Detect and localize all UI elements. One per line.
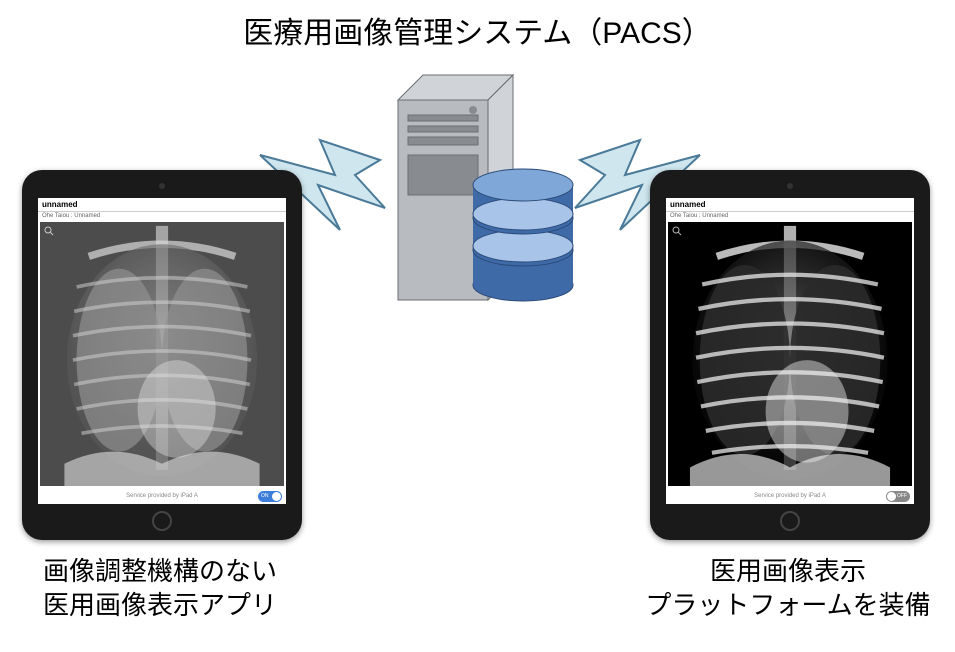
toggle-label: ON bbox=[261, 493, 269, 499]
screen-title: unnamed bbox=[38, 198, 286, 212]
caption-right: 医用画像表示 プラットフォームを装備 bbox=[618, 555, 955, 623]
tablet-left: unnamed Ohe Taiou : Unnamed bbox=[22, 170, 302, 540]
screen-footer: Service provided by iPad A ON bbox=[38, 488, 286, 504]
home-button-icon bbox=[780, 511, 800, 531]
adjustment-toggle[interactable]: OFF bbox=[886, 491, 910, 502]
tablet-left-screen: unnamed Ohe Taiou : Unnamed bbox=[38, 198, 286, 504]
home-button-icon bbox=[152, 511, 172, 531]
caption-left-line2: 医用画像表示アプリ bbox=[0, 589, 320, 623]
caption-left: 画像調整機構のない 医用画像表示アプリ bbox=[0, 555, 320, 623]
caption-left-line1: 画像調整機構のない bbox=[0, 555, 320, 589]
tablet-camera-icon bbox=[787, 183, 793, 189]
screen-footer: Service provided by iPad A OFF bbox=[666, 488, 914, 504]
database-icon bbox=[473, 169, 573, 301]
toggle-knob-icon bbox=[272, 492, 281, 501]
toggle-label: OFF bbox=[897, 493, 907, 499]
xray-image-right bbox=[668, 222, 912, 486]
screen-subtitle: Ohe Taiou : Unnamed bbox=[666, 212, 914, 220]
tablet-camera-icon bbox=[159, 183, 165, 189]
tablet-right: unnamed Ohe Taiou : Unnamed bbox=[650, 170, 930, 540]
search-icon bbox=[44, 226, 54, 236]
tablet-right-screen: unnamed Ohe Taiou : Unnamed bbox=[666, 198, 914, 504]
xray-image-left bbox=[40, 222, 284, 486]
footer-text: Service provided by iPad A bbox=[754, 493, 826, 499]
toggle-knob-icon bbox=[887, 492, 896, 501]
screen-subtitle: Ohe Taiou : Unnamed bbox=[38, 212, 286, 220]
diagram-title: 医療用画像管理システム（PACS） bbox=[0, 8, 955, 52]
caption-right-line2: プラットフォームを装備 bbox=[618, 589, 955, 623]
adjustment-toggle[interactable]: ON bbox=[258, 491, 282, 502]
caption-right-line1: 医用画像表示 bbox=[618, 555, 955, 589]
pacs-server-icon bbox=[378, 60, 588, 320]
footer-text: Service provided by iPad A bbox=[126, 493, 198, 499]
screen-title: unnamed bbox=[666, 198, 914, 212]
search-icon bbox=[672, 226, 682, 236]
